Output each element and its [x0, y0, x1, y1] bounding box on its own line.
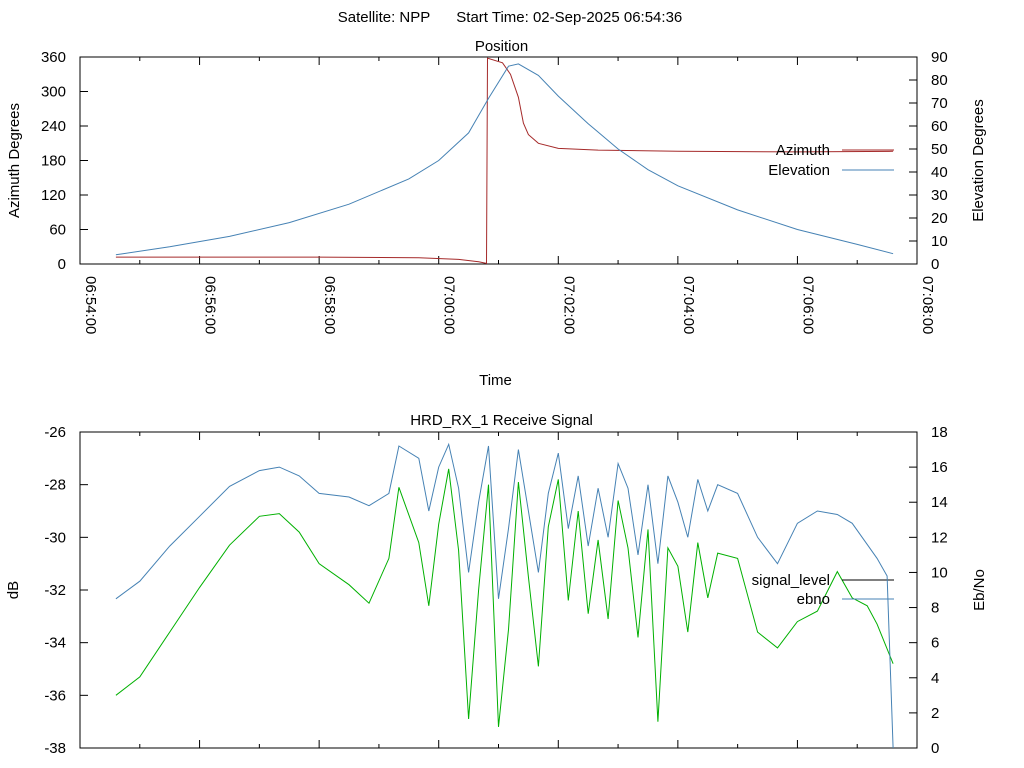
series-line-signal-level — [115, 468, 894, 727]
y2-tick-label: 50 — [931, 141, 948, 158]
y2-tick-label: 40 — [931, 164, 948, 181]
x-tick-label: 07:04:00 — [680, 276, 697, 334]
y2-tick-label: 10 — [931, 564, 948, 581]
y2-tick-label: 14 — [931, 494, 948, 511]
y2-tick-label: 60 — [931, 118, 948, 135]
y2-tick-label: 2 — [931, 705, 939, 722]
legend-label: Azimuth — [776, 142, 830, 159]
plot-frame — [79, 431, 918, 749]
y-axis-label: Azimuth Degrees — [6, 103, 23, 218]
y2-tick-label: 8 — [931, 600, 939, 617]
x-tick-label: 07:06:00 — [799, 276, 816, 334]
y2-tick-label: 18 — [931, 424, 948, 441]
x-tick-label: 07:08:00 — [919, 276, 936, 334]
legend-label: signal_level — [752, 572, 830, 589]
y2-tick-label: 4 — [931, 670, 939, 687]
x-tick-label: 07:00:00 — [441, 276, 458, 334]
y2-tick-label: 30 — [931, 187, 948, 204]
receive-signal-chart: HRD_RX_1 Receive Signal -38 -36 -34 -32 -30 -2… — [5, 412, 988, 757]
start-time-label: Start Time: 02-Sep-2025 06:54:36 — [456, 9, 682, 26]
satellite-label: Satellite: NPP — [338, 9, 431, 26]
series-line-elevation — [115, 63, 894, 256]
y2-tick-label: 10 — [931, 233, 948, 250]
y-tick-label: 240 — [41, 118, 66, 135]
position-chart: Position 0 60 120 180 240 300 360 0 10 20 30 40 50 60 7… — [6, 38, 987, 389]
chart-title: HRD_RX_1 Receive Signal — [410, 412, 593, 429]
y2-axis-label: Eb/No — [971, 569, 988, 611]
figure-title: Satellite: NPP Start Time: 02-Sep-2025 06… — [338, 9, 683, 26]
y2-tick-label: 0 — [931, 256, 939, 273]
legend-label: Elevation — [768, 162, 830, 179]
y-tick-label: -34 — [44, 635, 66, 652]
y-tick-label: -32 — [44, 582, 66, 599]
y-tick-label: -36 — [44, 687, 66, 704]
y-tick-label: 360 — [41, 49, 66, 66]
y2-tick-label: 12 — [931, 529, 948, 546]
y2-tick-label: 20 — [931, 210, 948, 227]
x-tick-label: 07:02:00 — [560, 276, 577, 334]
y-tick-label: 120 — [41, 187, 66, 204]
y-tick-label: 180 — [41, 153, 66, 170]
x-tick-label: 06:56:00 — [202, 276, 219, 334]
y-tick-label: -26 — [44, 424, 66, 441]
x-axis-label: Time — [479, 372, 512, 389]
x-tick-label: 06:54:00 — [82, 276, 99, 334]
plot-frame — [79, 56, 918, 265]
y2-tick-label: 70 — [931, 95, 948, 112]
series-line-ebno — [115, 442, 894, 749]
y2-tick-label: 90 — [931, 49, 948, 66]
y-tick-label: -38 — [44, 740, 66, 757]
y2-tick-label: 0 — [931, 740, 939, 757]
y-tick-label: 60 — [49, 222, 66, 239]
y2-tick-label: 80 — [931, 72, 948, 89]
legend-label: ebno — [797, 591, 830, 608]
y2-tick-label: 16 — [931, 459, 948, 476]
y-axis-label: dB — [5, 581, 22, 599]
y-tick-label: -28 — [44, 477, 66, 494]
y-tick-label: -30 — [44, 529, 66, 546]
y2-tick-label: 6 — [931, 635, 939, 652]
y-tick-label: 0 — [58, 256, 66, 273]
series-line-azimuth — [115, 57, 894, 265]
x-tick-label: 06:58:00 — [321, 276, 338, 334]
y-tick-label: 300 — [41, 84, 66, 101]
y2-axis-label: Elevation Degrees — [970, 99, 987, 222]
chart-title: Position — [475, 38, 528, 55]
